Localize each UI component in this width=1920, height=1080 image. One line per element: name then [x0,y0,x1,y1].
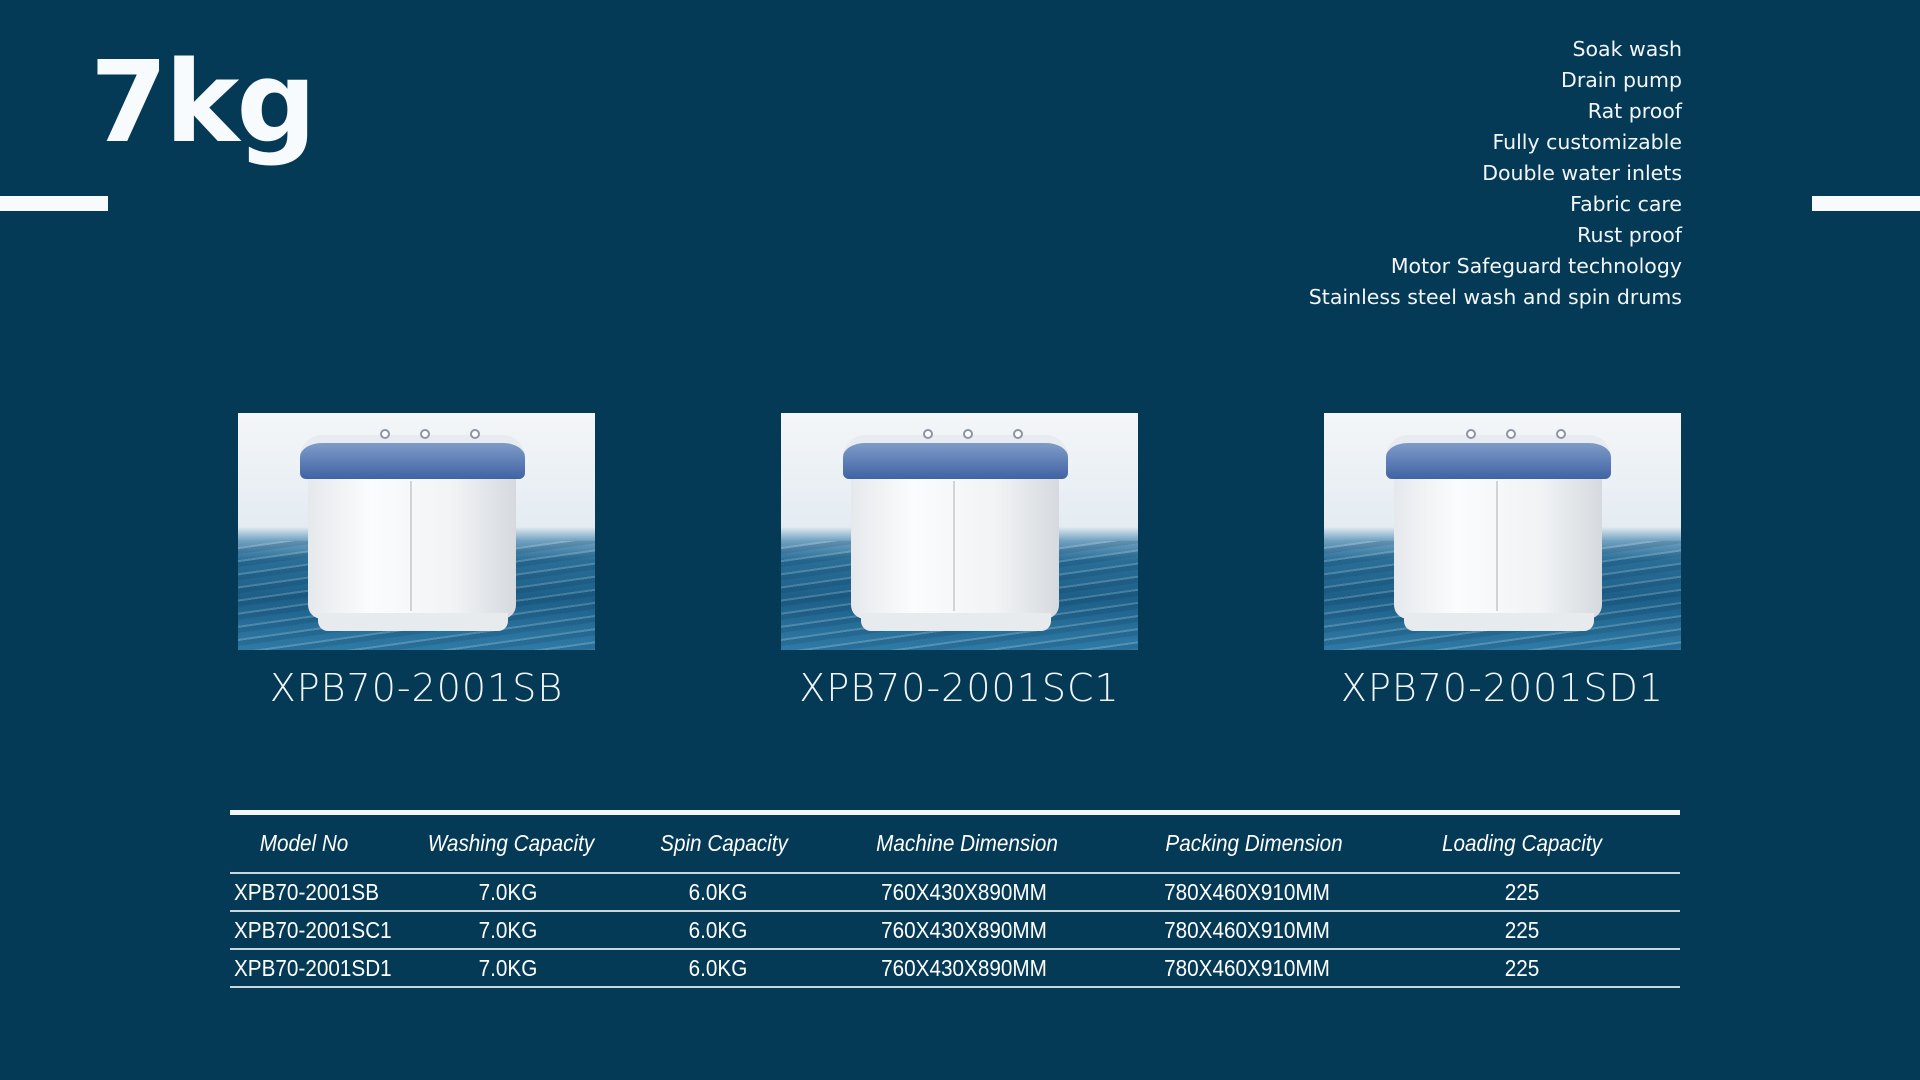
feature-item: Fully customizable [1492,130,1682,154]
feature-item: Rat proof [1587,99,1682,123]
washing-machine-image [1324,413,1681,650]
header-machine-dimension: Machine Dimension [876,830,1058,856]
cell-packing-dim: 780X460X910MM [1164,878,1330,905]
product-model-label: XPB70-2001SB [269,666,564,710]
cell-spin: 6.0KG [688,954,748,981]
feature-list: Soak wash Drain pump Rat proof Fully cus… [1309,34,1682,313]
cell-loading: 225 [1504,878,1540,905]
right-accent-bar [1812,196,1920,211]
product-card: XPB70-2001SB [238,413,595,710]
washing-machine-image [781,413,1138,650]
table-row: XPB70-2001SC1 7.0KG 6.0KG 760X430X890MM … [230,912,1680,950]
feature-item: Stainless steel wash and spin drums [1308,285,1682,309]
header-washing-capacity: Washing Capacity [427,830,595,856]
table-row: XPB70-2001SB 7.0KG 6.0KG 760X430X890MM 7… [230,874,1680,912]
product-card: XPB70-2001SD1 [1324,413,1681,710]
cell-washing: 7.0KG [478,954,538,981]
product-model-label: XPB70-2001SD1 [1340,666,1665,710]
header-spin-capacity: Spin Capacity [660,830,788,856]
cell-model: XPB70-2001SC1 [234,916,392,943]
feature-item: Motor Safeguard technology [1390,254,1682,278]
cell-model: XPB70-2001SD1 [234,954,392,981]
product-model-label: XPB70-2001SC1 [799,666,1120,710]
cell-packing-dim: 780X460X910MM [1164,954,1330,981]
cell-loading: 225 [1504,916,1540,943]
header-loading-capacity: Loading Capacity [1442,830,1602,856]
left-accent-bar [0,196,108,211]
cell-spin: 6.0KG [688,878,748,905]
cell-washing: 7.0KG [478,878,538,905]
page-title: 7kg [90,38,317,168]
cell-machine-dim: 760X430X890MM [881,954,1047,981]
feature-item: Rust proof [1577,223,1682,247]
cell-washing: 7.0KG [478,916,538,943]
cell-spin: 6.0KG [688,916,748,943]
feature-item: Soak wash [1572,37,1682,61]
table-header: Model No Washing Capacity Spin Capacity … [230,815,1680,874]
cell-packing-dim: 780X460X910MM [1164,916,1330,943]
cell-model: XPB70-2001SB [234,878,380,905]
header-packing-dimension: Packing Dimension [1165,830,1343,856]
table-row: XPB70-2001SD1 7.0KG 6.0KG 760X430X890MM … [230,950,1680,988]
feature-item: Fabric care [1570,192,1682,216]
feature-item: Double water inlets [1482,161,1682,185]
product-card: XPB70-2001SC1 [781,413,1138,710]
feature-item: Drain pump [1561,68,1682,92]
cell-machine-dim: 760X430X890MM [881,916,1047,943]
cell-loading: 225 [1504,954,1540,981]
washing-machine-image [238,413,595,650]
cell-machine-dim: 760X430X890MM [881,878,1047,905]
header-model-no: Model No [259,830,349,856]
spec-table: Model No Washing Capacity Spin Capacity … [230,810,1680,988]
